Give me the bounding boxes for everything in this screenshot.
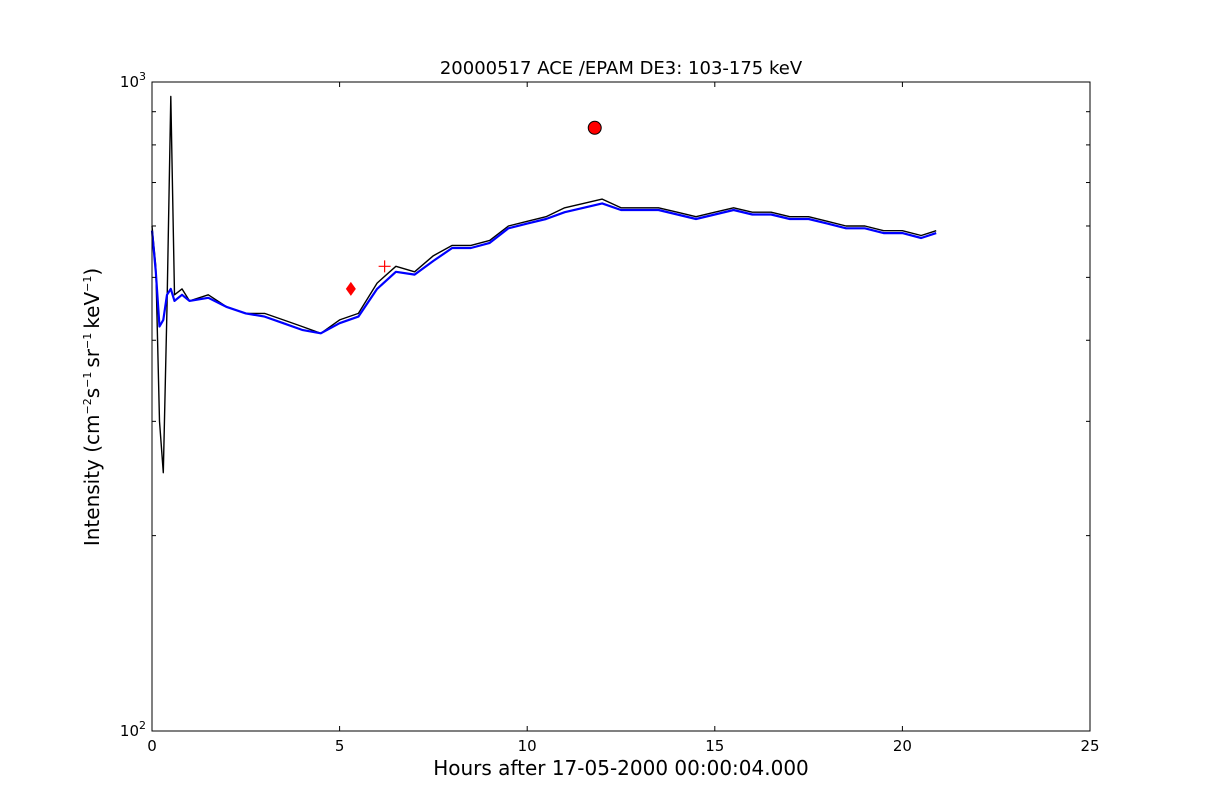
y-axis-label-part: s	[80, 388, 104, 398]
onset-marker-plus	[378, 260, 391, 273]
chart-title: 20000517 ACE /EPAM DE3: 103-175 keV	[440, 58, 803, 79]
y-tick-label: 103	[120, 70, 146, 91]
onset-marker-diamond	[345, 281, 356, 296]
series-line-2	[150, 202, 937, 335]
y-tick-label-base: 10	[120, 73, 139, 91]
y-axis-label-exponent: −1	[81, 276, 94, 292]
y-axis-label-exponent: −1	[81, 333, 94, 349]
x-tick-label: 25	[1080, 737, 1099, 755]
y-tick-label-base: 10	[120, 722, 139, 740]
x-tick-label: 20	[893, 737, 912, 755]
y-axis-label-part: Intensity (cm	[80, 414, 104, 546]
y-axis-label-part: sr	[80, 348, 104, 367]
y-axis-label: Intensity (cm−2s−1sr−1keV−1)	[80, 268, 104, 546]
plot-area	[150, 95, 937, 474]
plot-frame	[151, 81, 1091, 732]
y-axis-label-exponent: −1	[81, 372, 94, 388]
y-tick-label-exponent: 3	[139, 70, 146, 83]
x-tick-label: 0	[147, 737, 157, 755]
x-axis-label: Hours after 17-05-2000 00:00:04.000	[433, 756, 809, 780]
y-axis-label-part: keV	[80, 292, 104, 329]
y-axis-label-part: )	[80, 268, 104, 276]
x-tick-label: 15	[705, 737, 724, 755]
x-tick-label: 10	[518, 737, 537, 755]
y-tick-label: 102	[120, 719, 146, 740]
x-tick-label: 5	[335, 737, 345, 755]
y-axis-label-exponent: −2	[81, 398, 94, 414]
peak-marker	[587, 120, 602, 135]
y-tick-label-exponent: 2	[139, 719, 146, 732]
